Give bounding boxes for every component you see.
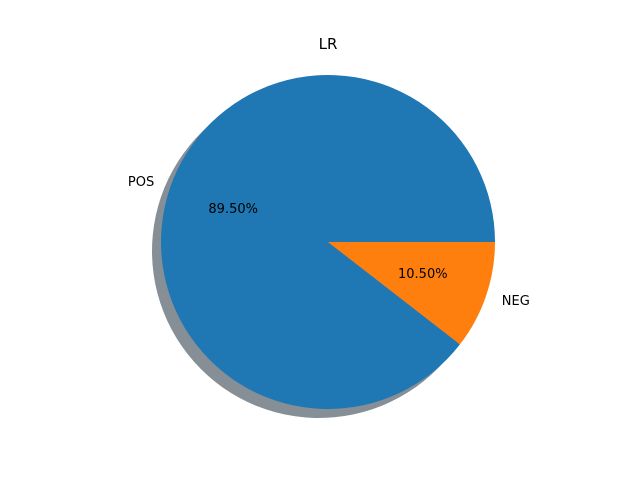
pie-label-layer: POS 89.50% NEG 10.50%	[128, 175, 530, 309]
pie-slice-layer	[161, 75, 495, 410]
slice-label-pos: POS	[128, 175, 154, 190]
pie-slice-neg	[328, 242, 495, 345]
pie-slice-pos	[161, 75, 495, 410]
chart-title: LR	[319, 35, 338, 53]
slice-percent-neg: 10.50%	[398, 267, 448, 282]
slice-percent-pos: 89.50%	[208, 202, 258, 217]
slice-label-neg: NEG	[502, 294, 530, 309]
